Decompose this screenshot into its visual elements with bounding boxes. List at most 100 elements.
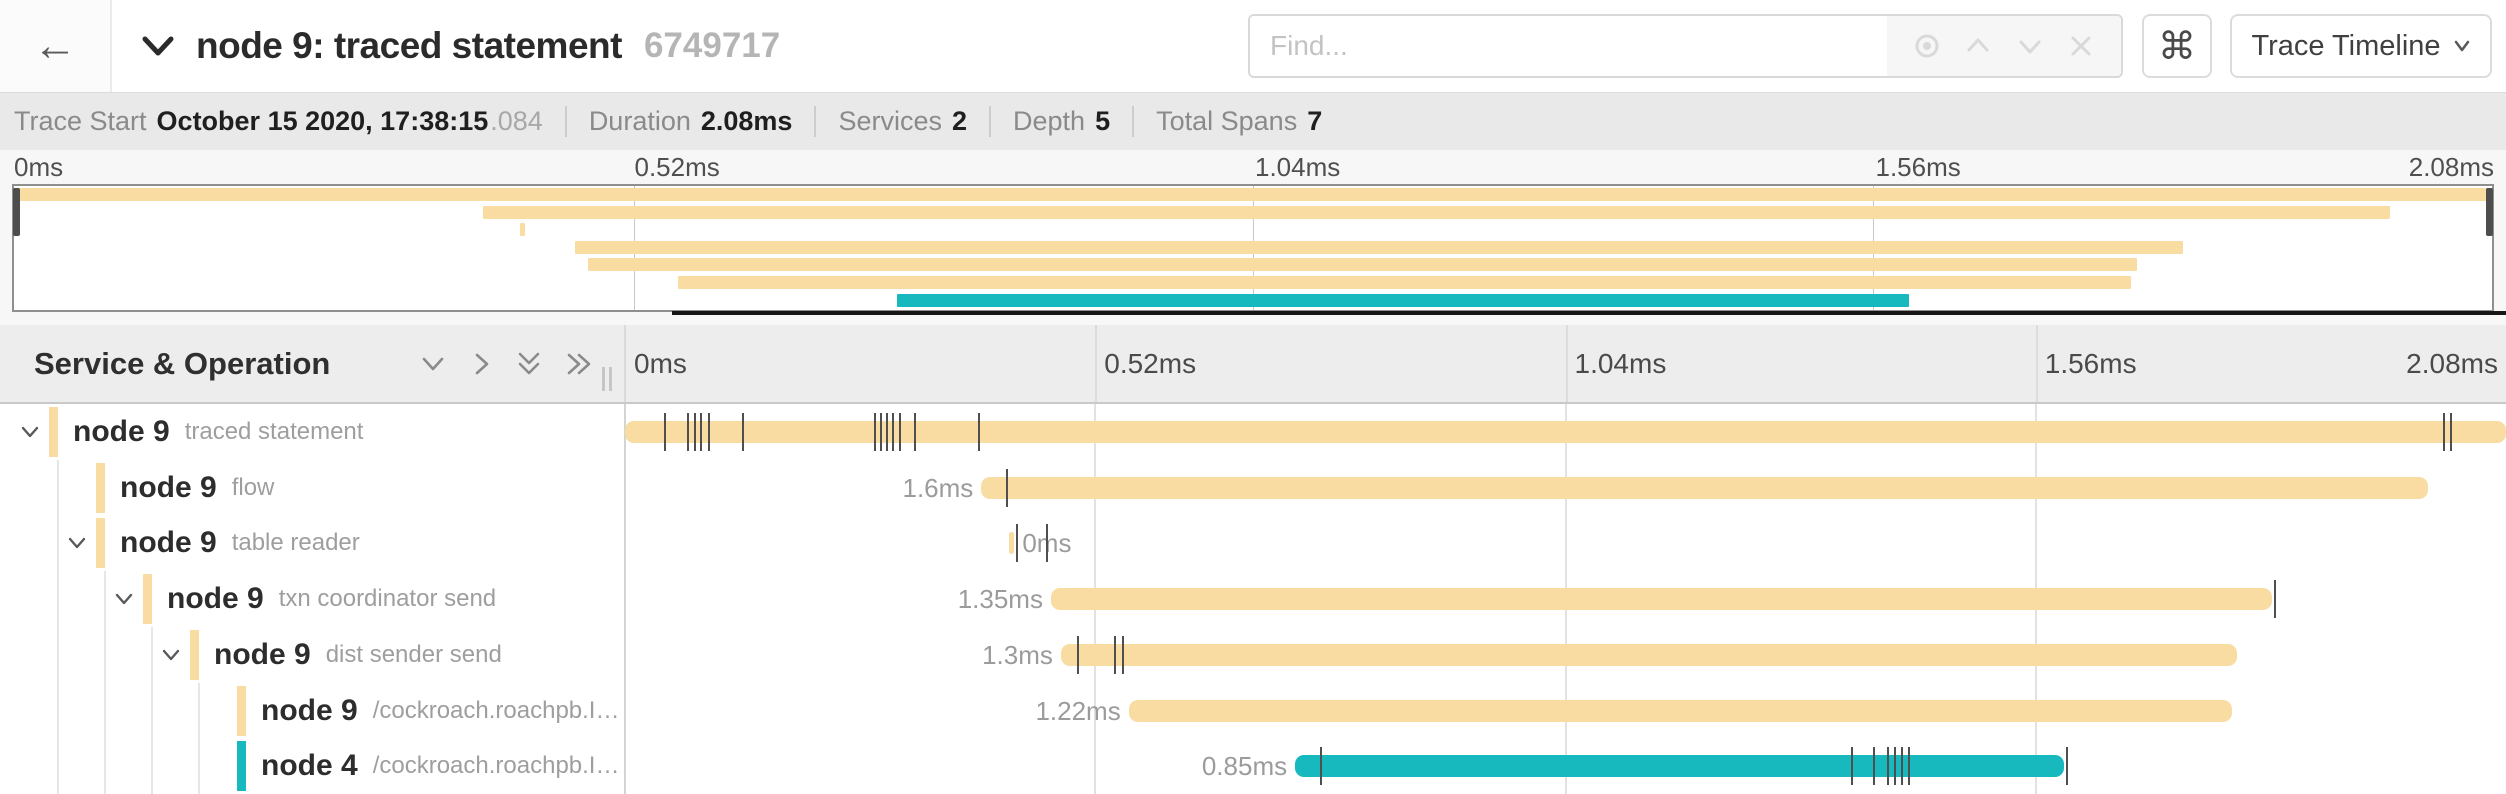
span-tree-cell[interactable]: node 9 flow — [0, 459, 625, 516]
service-name: node 9 — [120, 526, 217, 560]
operation-name: traced statement — [184, 418, 364, 445]
minimap-span-bar — [14, 188, 2492, 201]
span-timeline-cell[interactable] — [625, 404, 2506, 460]
span-bar[interactable] — [1128, 699, 2232, 722]
span-log-tick — [1908, 747, 1911, 786]
axis-tick-label: 1.04ms — [1574, 348, 1667, 379]
expand-chevron-icon[interactable] — [160, 644, 182, 671]
axis-tick-label: 1.04ms — [1255, 152, 1341, 182]
summary-value: October 15 2020, 17:38:15 — [156, 106, 489, 136]
collapse-one-icon[interactable] — [418, 349, 448, 379]
summary-item: Trace Start October 15 2020, 17:38:15.084 — [14, 106, 565, 137]
minimap-underline — [672, 311, 2506, 315]
trace-summary-bar: Trace Start October 15 2020, 17:38:15.084… — [0, 92, 2506, 150]
span-rows: node 9 traced statement node 9 flow 1.6ms nod… — [0, 404, 2506, 794]
axis-tick-label: 2.08ms — [2408, 152, 2494, 182]
summary-item: Duration 2.08ms — [564, 106, 815, 137]
expand-chevron-icon[interactable] — [113, 588, 135, 615]
top-bar: ← node 9: traced statement 6749717 — [0, 0, 2506, 92]
span-tree-cell[interactable]: node 9 txn coordinator send — [0, 571, 625, 628]
service-name: node 9 — [261, 693, 358, 727]
summary-value: 2.08ms — [700, 106, 793, 136]
summary-label: Services — [838, 106, 942, 136]
span-duration-label: 1.3ms — [982, 639, 1053, 670]
operation-name: /cockroach.roachpb.I… — [372, 696, 620, 724]
timeline-header: Service & Operation 0ms 0.52ms 1.04ms 1.56m… — [0, 325, 2506, 404]
indent-guide — [104, 571, 106, 628]
timeline-header-controls — [418, 325, 596, 402]
span-labels: node 9 dist sender send — [214, 627, 502, 683]
summary-item: Total Spans 7 — [1132, 106, 1344, 137]
span-timeline-cell[interactable]: 0ms — [625, 515, 2506, 571]
prev-result-icon[interactable] — [1960, 28, 1996, 64]
span-bar[interactable] — [1060, 643, 2237, 666]
indent-guide — [104, 682, 106, 739]
span-duration-label: 0.85ms — [1201, 751, 1288, 782]
span-log-tick — [891, 413, 894, 451]
trace-view-selector[interactable]: Trace Timeline — [2230, 14, 2492, 78]
expand-all-icon[interactable] — [562, 349, 596, 379]
span-timeline-cell[interactable]: 1.6ms — [625, 460, 2506, 516]
span-log-tick — [914, 413, 917, 451]
span-log-tick — [2273, 580, 2276, 619]
span-log-tick — [977, 413, 980, 451]
service-color-bar — [237, 685, 246, 736]
span-timeline-cell[interactable]: 1.22ms — [625, 683, 2506, 739]
column-resizer-grip[interactable] — [602, 367, 612, 391]
collapse-all-icon[interactable] — [514, 347, 544, 381]
span-log-tick — [1114, 635, 1117, 674]
indent-guide — [151, 626, 153, 683]
span-timeline-cell[interactable]: 0.85ms — [625, 738, 2506, 794]
span-bar[interactable] — [1295, 755, 2064, 778]
span-bar[interactable] — [625, 421, 2506, 443]
span-row: node 9 txn coordinator send 1.35ms — [0, 571, 2506, 628]
clear-search-icon[interactable] — [2063, 28, 2099, 64]
indent-guide — [151, 682, 153, 739]
summary-value-suffix: .084 — [490, 106, 543, 136]
find-box — [1248, 14, 2123, 78]
indent-guide — [104, 738, 106, 794]
span-timeline-cell[interactable]: 1.3ms — [625, 627, 2506, 683]
span-tree-cell[interactable]: node 4/cockroach.roachpb.I… — [0, 738, 625, 794]
service-name: node 9 — [214, 637, 311, 671]
find-input[interactable] — [1250, 16, 1887, 76]
span-labels: node 9 table reader — [120, 515, 360, 571]
span-row: node 9 table reader 0ms — [0, 515, 2506, 572]
span-timeline-cell[interactable]: 1.35ms — [625, 571, 2506, 627]
command-icon: ⌘ — [2158, 24, 2196, 68]
service-operation-header: Service & Operation — [34, 346, 331, 381]
operation-name: dist sender send — [325, 640, 502, 668]
span-log-tick — [1901, 747, 1903, 786]
span-tree-cell[interactable]: node 9/cockroach.roachpb.I… — [0, 682, 625, 739]
next-result-icon[interactable] — [2012, 28, 2048, 64]
service-name: node 4 — [261, 749, 358, 783]
keyboard-shortcuts-button[interactable]: ⌘ — [2142, 14, 2212, 78]
minimap-left-scrubber[interactable] — [13, 188, 20, 236]
span-tree-cell[interactable]: node 9 dist sender send — [0, 626, 625, 683]
span-bar[interactable] — [1050, 588, 2272, 611]
span-tree-cell[interactable]: node 9 table reader — [0, 515, 625, 572]
trace-minimap: 0ms 0.52ms 1.04ms 1.56ms 2.08ms — [0, 150, 2506, 325]
service-color-bar — [96, 462, 105, 513]
span-log-tick — [1893, 747, 1896, 786]
chevron-down-icon — [2454, 40, 2469, 52]
span-row: node 4/cockroach.roachpb.I… 0.85ms — [0, 738, 2506, 794]
span-tree-cell[interactable]: node 9 traced statement — [0, 404, 625, 460]
expand-one-icon[interactable] — [466, 349, 496, 379]
span-bar[interactable] — [1009, 532, 1015, 555]
panel-divider — [624, 404, 626, 794]
expand-chevron-icon[interactable] — [19, 421, 41, 448]
span-duration-label: 1.22ms — [1035, 695, 1121, 726]
minimap-right-scrubber[interactable] — [2486, 188, 2493, 236]
expand-chevron-icon[interactable] — [66, 532, 88, 559]
trace-view-label: Trace Timeline — [2251, 29, 2441, 62]
service-name: node 9 — [120, 470, 217, 504]
span-bar[interactable] — [981, 476, 2429, 499]
collapse-trace-chevron-icon[interactable] — [140, 33, 176, 59]
minimap-canvas[interactable] — [12, 184, 2494, 312]
minimap-span-bar — [896, 293, 1910, 307]
back-button[interactable]: ← — [0, 0, 112, 92]
span-log-tick — [741, 413, 744, 451]
page-title: node 9: traced statement — [196, 25, 622, 66]
locate-icon[interactable] — [1909, 28, 1945, 64]
